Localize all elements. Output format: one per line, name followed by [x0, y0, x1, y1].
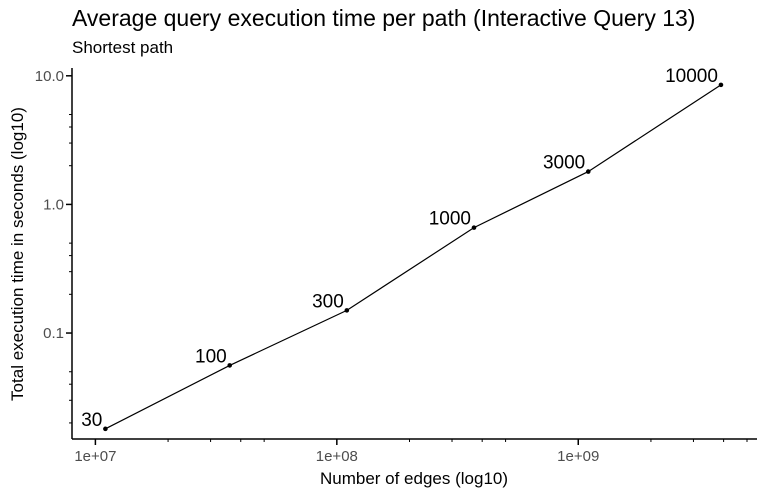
data-label: 1000	[429, 209, 471, 230]
data-point	[471, 225, 477, 230]
data-label: 30	[81, 410, 102, 431]
x-tick-label: 1e+07	[74, 448, 116, 465]
chart-title: Average query execution time per path (I…	[72, 5, 696, 31]
x-tick-label: 1e+09	[557, 448, 599, 465]
data-label: 300	[312, 291, 344, 312]
data-label: 3000	[543, 153, 585, 174]
data-label: 100	[195, 346, 227, 367]
data-point	[227, 363, 233, 368]
data-point	[585, 169, 591, 174]
y-tick-label: 1.0	[43, 196, 64, 213]
data-point	[718, 82, 724, 88]
data-point	[344, 308, 350, 313]
x-axis-title: Number of edges (log10)	[320, 469, 508, 488]
axes	[71, 68, 757, 440]
series-line	[105, 84, 722, 430]
x-tick-label: 1e+08	[316, 448, 358, 465]
series-group: 30 100 300 1000 3000 10000	[81, 66, 724, 432]
data-label: 10000	[665, 66, 718, 87]
chart-subtitle: Shortest path	[72, 38, 174, 57]
y-tick-label: 0.1	[43, 325, 64, 342]
data-point	[103, 426, 108, 432]
y-axis-title: Total execution time in seconds (log10)	[8, 107, 27, 401]
y-tick-label: 10.0	[35, 68, 64, 85]
ticks: 0.1 1.0 10.0 1e+07 1e+08 1e+09	[35, 68, 748, 465]
